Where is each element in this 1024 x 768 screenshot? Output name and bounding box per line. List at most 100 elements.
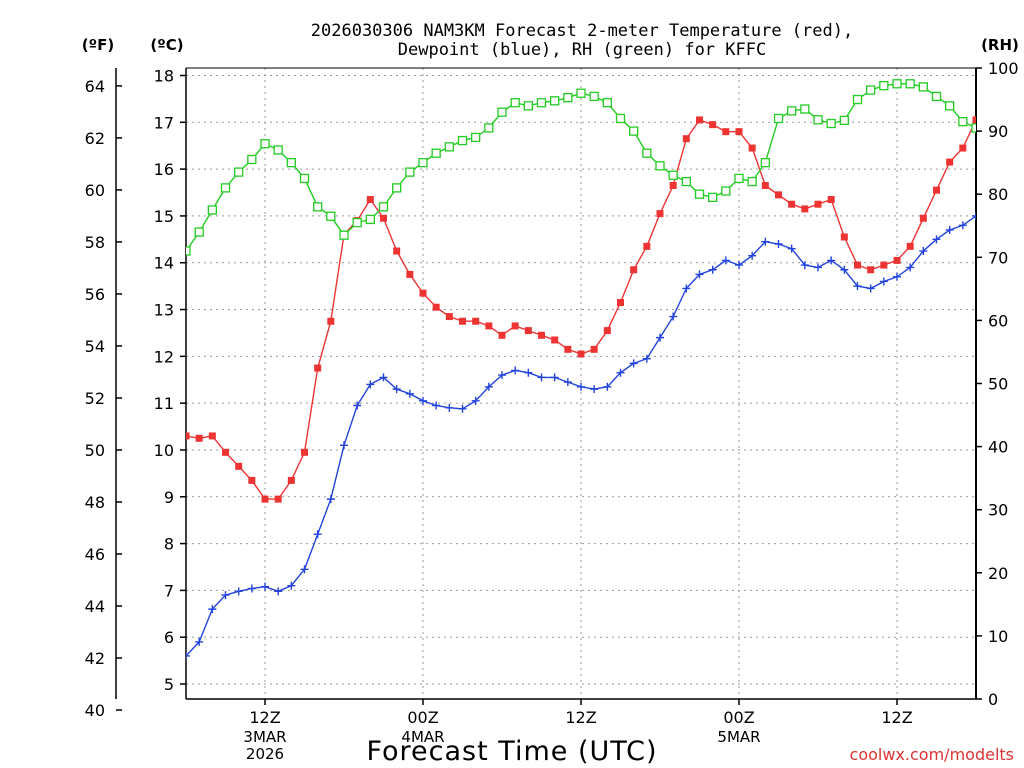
data-point [642, 354, 651, 363]
x-tick-label: 00Z [407, 708, 438, 727]
data-point [510, 98, 520, 108]
data-point [867, 266, 875, 274]
data-point [826, 118, 836, 129]
data-point [564, 345, 572, 353]
data-point [457, 135, 468, 146]
data-point [380, 214, 387, 222]
data-point [958, 221, 967, 230]
data-point [444, 142, 454, 152]
data-point [208, 605, 217, 614]
data-point [379, 373, 388, 382]
data-point [498, 331, 506, 339]
data-point [287, 581, 296, 590]
data-point [208, 432, 216, 440]
data-point [643, 242, 651, 250]
data-point [195, 637, 204, 646]
data-point [313, 530, 322, 539]
data-point [194, 227, 204, 237]
data-point [326, 495, 335, 504]
rh-tick-label: 30 [988, 501, 1008, 520]
data-point [511, 322, 519, 330]
rh-tick-label: 70 [988, 248, 1008, 267]
data-point [615, 113, 626, 124]
data-point [696, 116, 703, 124]
data-point [550, 373, 559, 382]
series-temperature [186, 116, 976, 503]
data-point [287, 476, 295, 484]
data-point [722, 128, 730, 136]
fahrenheit-tick-label: 52 [85, 389, 105, 408]
data-point [234, 587, 243, 596]
data-point [813, 115, 823, 125]
fahrenheit-tick-label: 56 [85, 285, 105, 304]
x-tick-label: 12Z [565, 708, 596, 727]
fahrenheit-unit-label: (ºF) [82, 36, 114, 54]
data-point [186, 432, 190, 440]
data-point [248, 476, 256, 484]
data-point [669, 312, 678, 321]
celsius-tick-label: 12 [154, 347, 174, 366]
fahrenheit-tick-label: 60 [85, 181, 105, 200]
data-point [523, 101, 533, 111]
fahrenheit-tick-label: 58 [85, 233, 105, 252]
data-point [761, 237, 770, 246]
data-point [919, 214, 927, 222]
watermark: coolwx.com/modelts [850, 745, 1014, 764]
data-point [301, 448, 308, 456]
data-point [352, 217, 362, 228]
data-point [339, 230, 349, 240]
rh-tick-label: 80 [988, 185, 1008, 204]
data-point [405, 389, 414, 398]
data-point [221, 591, 230, 600]
data-point [616, 368, 625, 377]
data-point [854, 261, 861, 269]
data-point [327, 317, 335, 325]
data-point [261, 495, 269, 503]
series-dewpoint [186, 211, 976, 660]
data-point [538, 331, 545, 339]
data-point [682, 135, 690, 143]
data-point [787, 244, 796, 253]
data-point [590, 385, 599, 394]
data-point [261, 582, 269, 591]
data-point [906, 242, 914, 250]
data-point [299, 173, 310, 184]
data-point [365, 214, 375, 225]
x-tick-label: 00Z [723, 708, 754, 727]
data-point [656, 333, 664, 342]
x-tick-label: 12Z [881, 708, 912, 727]
celsius-tick-label: 10 [154, 441, 174, 460]
data-point [800, 104, 810, 114]
data-point [207, 205, 217, 215]
data-point [432, 401, 441, 410]
data-point [747, 176, 757, 187]
data-point [681, 176, 691, 187]
data-point [945, 101, 955, 111]
data-point [656, 210, 664, 218]
data-point [286, 157, 296, 168]
data-point [484, 382, 493, 391]
data-point [839, 115, 849, 126]
data-point [260, 139, 270, 149]
data-point [972, 116, 976, 124]
data-point [471, 132, 481, 143]
x-tick-date: 3MAR [243, 728, 286, 746]
data-point [840, 233, 848, 241]
data-point [788, 200, 796, 208]
data-point [378, 202, 389, 212]
data-point [603, 382, 612, 391]
data-point [563, 93, 573, 103]
data-point [393, 247, 401, 255]
celsius-tick-label: 7 [164, 581, 174, 600]
rh-tick-label: 10 [988, 627, 1008, 646]
fahrenheit-tick-label: 48 [85, 493, 105, 512]
chart-title-line1: 2026030306 NAM3KM Forecast 2-meter Tempe… [311, 21, 853, 41]
data-point [721, 256, 730, 265]
rh-tick-label: 60 [988, 311, 1008, 330]
data-point [431, 148, 441, 158]
series-layer [186, 79, 976, 660]
data-point [314, 364, 322, 372]
data-point [880, 261, 888, 269]
rh-tick-label: 40 [988, 438, 1008, 457]
fahrenheit-tick-label: 64 [85, 77, 105, 96]
